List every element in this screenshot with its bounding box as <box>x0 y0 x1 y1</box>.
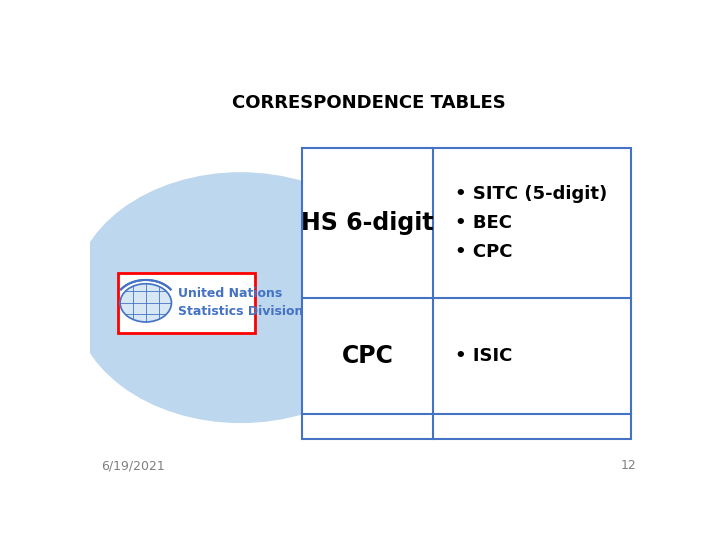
Circle shape <box>120 284 171 322</box>
Bar <box>302 148 631 439</box>
Text: 12: 12 <box>621 460 637 472</box>
Text: • ISIC: • ISIC <box>456 347 513 365</box>
Circle shape <box>73 173 408 422</box>
Text: United Nations
Statistics Division: United Nations Statistics Division <box>178 287 304 319</box>
Text: • SITC (5-digit)
• BEC
• CPC: • SITC (5-digit) • BEC • CPC <box>456 185 608 261</box>
Bar <box>118 273 255 333</box>
Text: CPC: CPC <box>342 344 394 368</box>
Text: CORRESPONDENCE TABLES: CORRESPONDENCE TABLES <box>232 94 506 112</box>
Text: HS 6-digit: HS 6-digit <box>301 211 434 235</box>
Text: 6/19/2021: 6/19/2021 <box>101 460 165 472</box>
